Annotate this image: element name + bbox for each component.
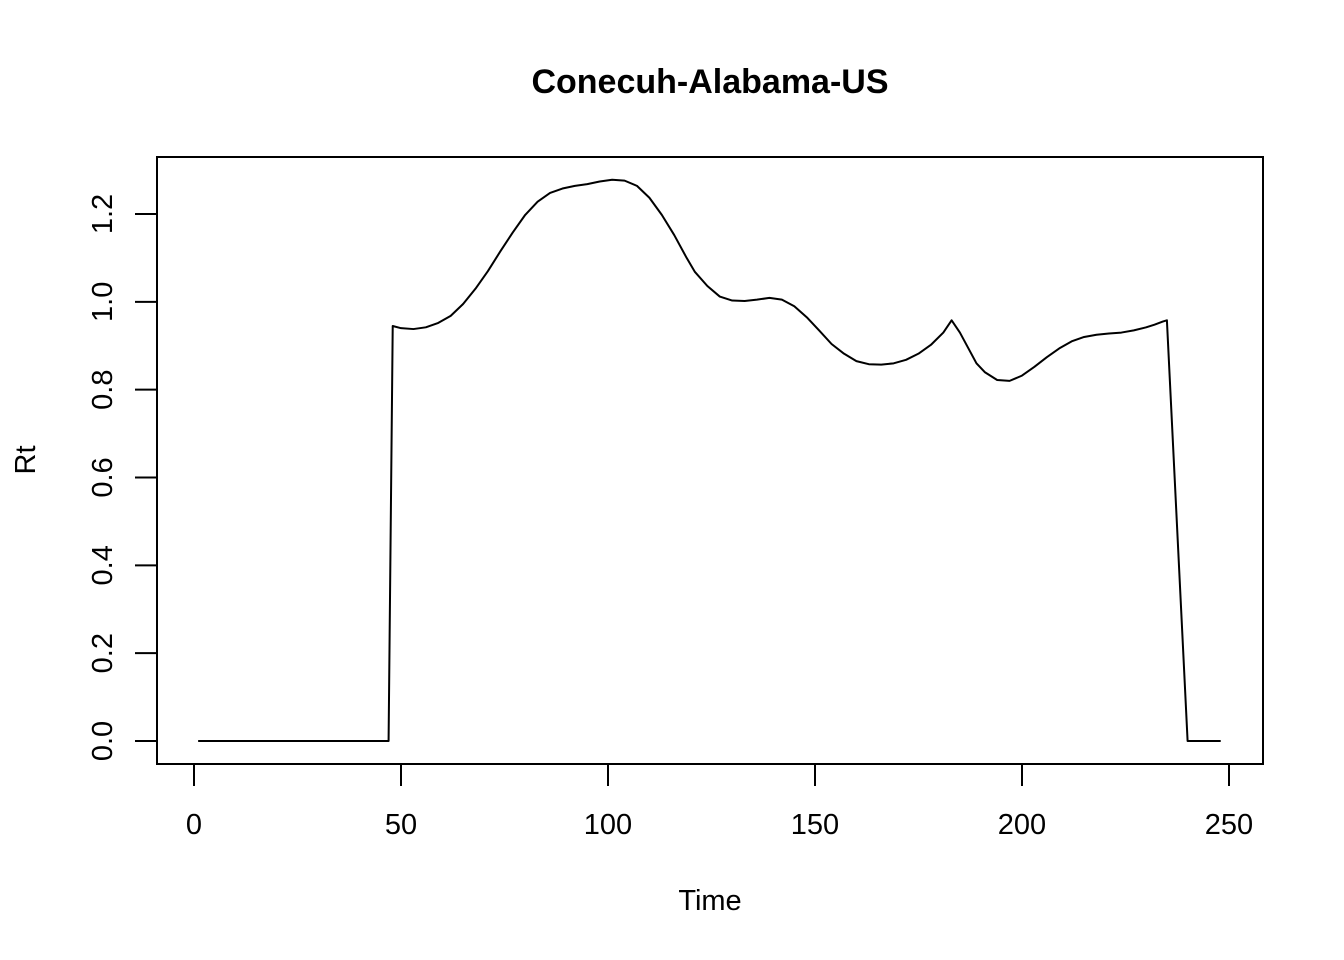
- y-tick-label: 0.8: [87, 370, 119, 410]
- y-tick-label: 0.4: [87, 545, 119, 585]
- y-tick-label: 0.2: [87, 633, 119, 673]
- x-tick-label: 250: [1205, 809, 1253, 841]
- x-tick-label: 100: [584, 809, 632, 841]
- x-tick-label: 200: [998, 809, 1046, 841]
- y-tick-label: 0.0: [87, 721, 119, 761]
- x-axis-label: Time: [678, 885, 741, 917]
- y-tick-label: 1.2: [87, 194, 119, 234]
- y-tick-label: 0.6: [87, 457, 119, 497]
- y-axis-label: Rt: [10, 446, 42, 475]
- y-tick-label: 1.0: [87, 282, 119, 322]
- x-tick-label: 0: [186, 809, 202, 841]
- series-line-rt: [198, 178, 1221, 742]
- y-axis: 0.0 0.2 0.4 0.6 0.8 1.0 1.2: [87, 194, 158, 761]
- chart-title: Conecuh-Alabama-US: [531, 63, 888, 101]
- x-axis: 0 50 100 150 200 250: [186, 763, 1253, 841]
- x-tick-label: 50: [385, 809, 417, 841]
- plot-frame: [156, 156, 1264, 765]
- x-tick-label: 150: [791, 809, 839, 841]
